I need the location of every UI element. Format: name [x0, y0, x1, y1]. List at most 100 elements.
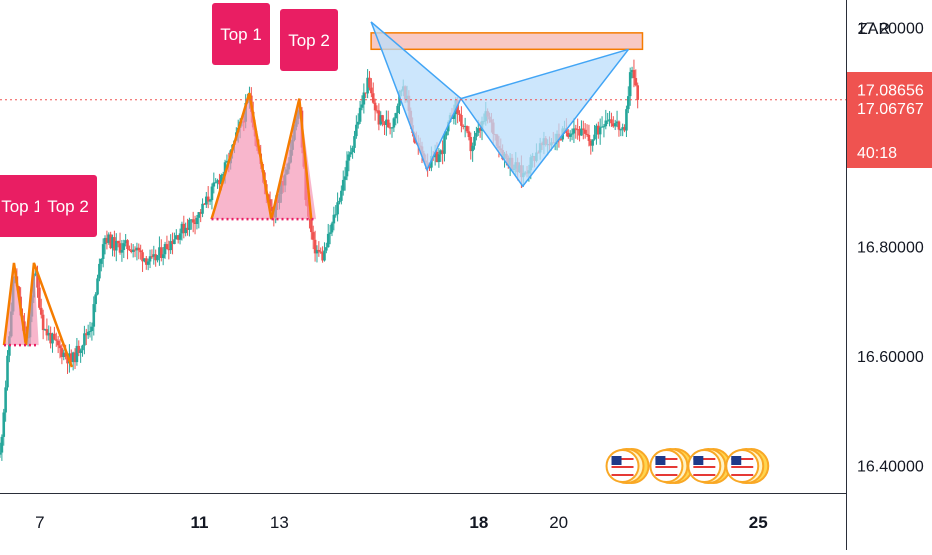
pattern-label-box — [212, 3, 270, 65]
harmonic-pattern-layer — [370, 21, 630, 188]
candle-body — [392, 118, 396, 128]
candle-body — [341, 179, 345, 191]
candle-body — [2, 412, 6, 437]
candle-body — [173, 239, 176, 245]
us-flag-icon[interactable] — [649, 448, 694, 484]
candle-body — [148, 256, 152, 262]
candle-body — [184, 227, 187, 234]
time-tick-label: 25 — [749, 513, 768, 532]
candle-body — [461, 125, 465, 127]
candle-body — [319, 251, 323, 253]
candle-body — [617, 121, 621, 130]
candle-body — [216, 180, 219, 183]
currency-label: ZAR — [858, 21, 890, 38]
price-tag-background — [847, 72, 932, 168]
harmonic-triangle-xab — [371, 21, 461, 170]
candle-body — [572, 128, 576, 134]
candle-body — [150, 256, 154, 258]
pattern-label-text: Top 2 — [288, 31, 330, 50]
candle-body — [171, 241, 174, 245]
candle-body — [336, 202, 339, 215]
candle-body — [178, 233, 182, 240]
resistance-zone[interactable] — [370, 32, 644, 51]
candle-body — [218, 180, 221, 185]
last-price-label: 17.08656 — [857, 83, 924, 100]
candle-body — [90, 326, 94, 332]
time-axis[interactable]: 7 11 13 18 20 25 — [35, 513, 767, 532]
candle-body — [107, 234, 111, 243]
candle-body — [101, 244, 105, 259]
candle-body — [328, 232, 332, 234]
candle-body — [69, 353, 73, 363]
candle-body — [467, 131, 471, 137]
us-flag-icon[interactable] — [687, 448, 732, 484]
price-tick-label: 16.60000 — [857, 349, 924, 366]
candle-body — [589, 140, 593, 146]
candle-body — [191, 219, 195, 223]
candle-body — [610, 119, 613, 124]
time-tick-label: 7 — [35, 513, 44, 532]
candle-body — [604, 120, 608, 127]
candle-body — [623, 127, 626, 131]
pattern-label-text: Top 2 — [47, 197, 89, 216]
candle-body — [360, 104, 364, 108]
pattern-label[interactable]: Top 1 — [0, 175, 51, 237]
candle-body — [343, 176, 347, 180]
candle-body — [6, 355, 9, 388]
candle-body — [619, 129, 623, 131]
candle-body — [443, 135, 446, 154]
candle-body — [568, 134, 572, 137]
candle-body — [54, 339, 58, 341]
candle-body — [212, 182, 216, 187]
candle-body — [325, 247, 328, 251]
candle-body — [593, 134, 596, 140]
pattern-label[interactable]: Top 1 — [212, 3, 270, 65]
candle-body — [210, 186, 214, 201]
pattern-label[interactable]: Top 2 — [280, 9, 338, 71]
candle-body — [332, 214, 336, 224]
candle-body — [268, 199, 272, 207]
candle-body — [71, 352, 75, 363]
pattern-label-box — [0, 175, 51, 237]
candle-body — [362, 92, 366, 105]
double-top-layer — [2, 92, 317, 368]
candle-body — [439, 150, 443, 155]
candle-body — [122, 243, 126, 250]
candle-body — [167, 249, 171, 251]
candle-body — [188, 219, 191, 230]
candle-body — [4, 387, 7, 413]
double-top-outline[interactable] — [210, 92, 313, 220]
candle-body — [452, 114, 456, 119]
candle-body — [366, 77, 369, 94]
pattern-label-box — [39, 175, 97, 237]
candle-body — [64, 352, 67, 357]
us-flag-icon[interactable] — [605, 448, 650, 484]
pattern-label[interactable]: Top 2 — [39, 175, 97, 237]
candle-body — [143, 258, 146, 262]
price-axis[interactable]: ZAR 17.20000 16.80000 16.60000 16.40000 — [857, 20, 924, 475]
candle-body — [0, 436, 4, 453]
candle-body — [77, 345, 81, 353]
candle-body — [627, 96, 630, 110]
us-flag-icon[interactable] — [725, 448, 770, 484]
flag-stripe — [731, 458, 754, 460]
candle-body — [385, 119, 388, 125]
current-price-label: 17.06767 — [857, 101, 924, 118]
candle-body — [469, 136, 473, 152]
candle-body — [353, 136, 356, 148]
candle-body — [370, 87, 373, 94]
candle-body — [158, 247, 161, 256]
candle-body — [195, 217, 199, 224]
candle-body — [169, 241, 172, 251]
candle-body — [379, 115, 383, 125]
candle-body — [103, 237, 107, 245]
candle-body — [139, 250, 142, 253]
candle-body — [580, 128, 583, 136]
candle-body — [559, 139, 563, 141]
time-tick-label: 11 — [191, 513, 209, 532]
candle-body — [628, 72, 632, 97]
flag-stripe — [611, 470, 634, 472]
